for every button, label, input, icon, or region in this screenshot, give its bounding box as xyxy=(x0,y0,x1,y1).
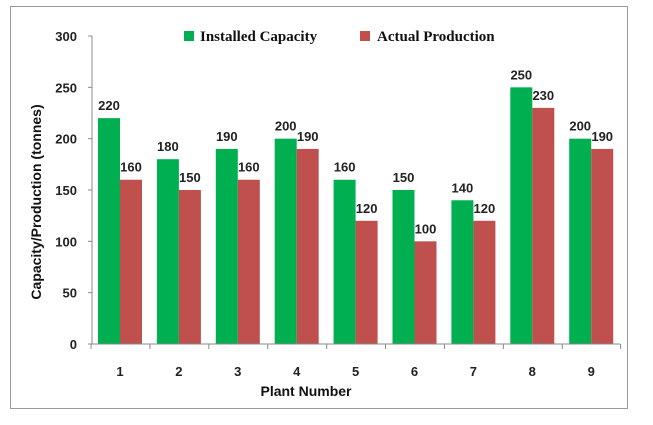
legend-label-production: Actual Production xyxy=(377,29,495,45)
bar-actual-production xyxy=(591,148,614,344)
data-label: 180 xyxy=(157,139,179,154)
bar-installed-capacity xyxy=(569,138,592,344)
x-tick-label: 1 xyxy=(116,364,123,379)
bar-actual-production xyxy=(178,190,201,344)
bar-actual-production xyxy=(237,179,260,344)
data-label: 200 xyxy=(569,119,591,134)
bar-actual-production xyxy=(120,179,142,344)
y-axis-title: Capacity/Production (tonnes) xyxy=(28,104,44,299)
data-label: 160 xyxy=(238,160,260,175)
y-tick-label: 100 xyxy=(55,234,77,249)
data-label: 200 xyxy=(275,119,297,134)
x-tick-label: 8 xyxy=(529,364,536,379)
bar-installed-capacity xyxy=(156,159,179,344)
legend: Installed Capacity Actual Production xyxy=(184,29,495,45)
x-axis-ticks: 1 2 3 4 5 6 7 8 9 xyxy=(90,344,622,379)
bar-installed-capacity xyxy=(510,87,533,344)
y-tick-label: 50 xyxy=(63,286,77,301)
data-label: 150 xyxy=(179,170,201,185)
y-tick-label: 250 xyxy=(55,80,77,95)
y-tick-label: 0 xyxy=(70,337,77,352)
bar-actual-production xyxy=(532,107,555,344)
y-tick-label: 300 xyxy=(55,29,77,44)
data-label: 160 xyxy=(334,160,356,175)
legend-swatch-production xyxy=(360,31,370,41)
data-label: 250 xyxy=(510,67,532,82)
x-tick-label: 5 xyxy=(352,364,359,379)
data-label: 230 xyxy=(532,88,554,103)
data-label: 140 xyxy=(452,180,474,195)
legend-swatch-installed xyxy=(184,31,194,41)
bar-installed-capacity xyxy=(451,200,474,344)
bar-installed-capacity xyxy=(215,148,238,344)
bar-actual-production xyxy=(355,220,378,344)
y-axis-ticks: 0 50 100 150 200 250 300 xyxy=(55,29,92,352)
bar-installed-capacity xyxy=(333,179,356,344)
bar-actual-production xyxy=(414,241,437,344)
data-label: 100 xyxy=(415,221,437,236)
y-tick-label: 200 xyxy=(55,132,77,147)
bars: 2201601801501901602001901601201501001401… xyxy=(98,67,614,344)
bar-actual-production xyxy=(296,148,319,344)
x-tick-label: 3 xyxy=(234,364,241,379)
data-label: 190 xyxy=(297,129,319,144)
y-tick-label: 150 xyxy=(55,183,77,198)
x-tick-label: 9 xyxy=(588,364,595,379)
data-label: 120 xyxy=(356,201,378,216)
data-label: 160 xyxy=(120,160,142,175)
bar-installed-capacity xyxy=(392,190,415,344)
x-tick-label: 7 xyxy=(470,364,477,379)
x-axis-title: Plant Number xyxy=(260,383,352,399)
data-label: 190 xyxy=(216,129,238,144)
data-label: 190 xyxy=(591,129,613,144)
bar-installed-capacity xyxy=(98,118,120,344)
x-tick-label: 2 xyxy=(175,364,182,379)
data-label: 150 xyxy=(393,170,415,185)
bar-installed-capacity xyxy=(274,138,297,344)
x-tick-label: 4 xyxy=(293,364,301,379)
data-label: 120 xyxy=(474,201,496,216)
data-label: 220 xyxy=(98,98,120,113)
bar-actual-production xyxy=(473,220,496,344)
x-tick-label: 6 xyxy=(411,364,418,379)
legend-label-installed: Installed Capacity xyxy=(200,29,318,45)
